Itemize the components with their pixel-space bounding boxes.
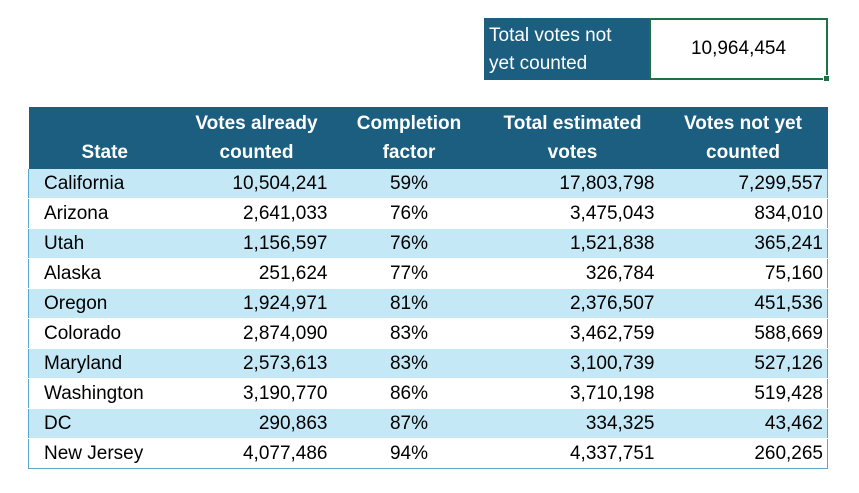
cell-remaining[interactable]: 365,241 [658,228,828,259]
cell-completion[interactable]: 76% [331,198,487,229]
cell-completion[interactable]: 86% [331,378,487,409]
cell-estimated[interactable]: 3,710,198 [486,378,659,409]
cell-completion[interactable]: 83% [331,348,487,379]
cell-estimated[interactable]: 17,803,798 [486,169,659,199]
cell-votes-counted[interactable]: 1,156,597 [181,228,332,259]
cell-votes-counted[interactable]: 10,504,241 [181,169,332,199]
table-row: Utah 1,156,597 76% 1,521,838 365,241 [28,228,828,259]
cell-state[interactable]: DC [28,408,182,439]
table-header-row: State Votes already counted Completion f… [28,107,828,169]
cell-remaining[interactable]: 75,160 [658,258,828,289]
cell-estimated[interactable]: 326,784 [486,258,659,289]
summary-value: 10,964,454 [690,38,787,59]
cell-state[interactable]: Colorado [28,318,182,349]
cell-completion[interactable]: 94% [331,438,487,469]
cell-state[interactable]: California [28,169,182,199]
header-state-label: State [81,142,128,163]
header-completion-line1: Completion [356,113,462,134]
cell-completion[interactable]: 81% [331,288,487,319]
cell-votes-counted[interactable]: 3,190,770 [181,378,332,409]
cell-remaining[interactable]: 7,299,557 [658,169,828,199]
header-completion-factor[interactable]: Completion factor [331,107,487,169]
cell-remaining[interactable]: 588,669 [658,318,828,349]
header-total-estimated[interactable]: Total estimated votes [486,107,659,169]
summary-value-cell[interactable]: 10,964,454 [649,18,830,82]
cell-votes-counted[interactable]: 2,874,090 [181,318,332,349]
header-remaining-line1: Votes not yet [684,113,802,134]
header-completion-line2: factor [382,142,436,163]
table-row: Oregon 1,924,971 81% 2,376,507 451,536 [28,288,828,319]
cell-remaining[interactable]: 527,126 [658,348,828,379]
summary-label-line2: yet counted [489,53,588,74]
summary-label-cell[interactable]: Total votes not yet counted [484,18,649,80]
cell-remaining[interactable]: 260,265 [658,438,828,469]
cell-estimated[interactable]: 3,462,759 [486,318,659,349]
cell-completion[interactable]: 59% [331,169,487,199]
table-row: Maryland 2,573,613 83% 3,100,739 527,126 [28,348,828,379]
table-row: Alaska 251,624 77% 326,784 75,160 [28,258,828,289]
cell-estimated[interactable]: 4,337,751 [486,438,659,469]
cell-completion[interactable]: 76% [331,228,487,259]
cell-completion[interactable]: 83% [331,318,487,349]
summary-label-line1: Total votes not [489,25,612,46]
cell-estimated[interactable]: 2,376,507 [486,288,659,319]
cell-estimated[interactable]: 3,100,739 [486,348,659,379]
cell-completion[interactable]: 77% [331,258,487,289]
table-row: New Jersey 4,077,486 94% 4,337,751 260,2… [28,438,828,469]
cell-remaining[interactable]: 834,010 [658,198,828,229]
header-votes-counted-line1: Votes already [195,113,318,134]
cell-state[interactable]: Arizona [28,198,182,229]
cell-estimated[interactable]: 3,475,043 [486,198,659,229]
cell-estimated[interactable]: 1,521,838 [486,228,659,259]
cell-state[interactable]: Alaska [28,258,182,289]
cell-completion[interactable]: 87% [331,408,487,439]
cell-state[interactable]: Maryland [28,348,182,379]
cell-state[interactable]: Washington [28,378,182,409]
header-votes-remaining[interactable]: Votes not yet counted [658,107,828,169]
cell-votes-counted[interactable]: 251,624 [181,258,332,289]
header-remaining-line2: counted [706,142,780,163]
cell-votes-counted[interactable]: 4,077,486 [181,438,332,469]
cell-votes-counted[interactable]: 1,924,971 [181,288,332,319]
cell-state[interactable]: Oregon [28,288,182,319]
votes-table: State Votes already counted Completion f… [28,107,828,469]
header-votes-counted[interactable]: Votes already counted [181,107,332,169]
header-state[interactable]: State [28,107,182,169]
header-votes-counted-line2: counted [219,142,294,163]
cell-estimated[interactable]: 334,325 [486,408,659,439]
table-row: California 10,504,241 59% 17,803,798 7,2… [28,169,828,199]
table-row: Colorado 2,874,090 83% 3,462,759 588,669 [28,318,828,349]
header-estimated-line2: votes [547,142,598,163]
cell-remaining[interactable]: 519,428 [658,378,828,409]
table-row: Washington 3,190,770 86% 3,710,198 519,4… [28,378,828,409]
table-row: DC 290,863 87% 334,325 43,462 [28,408,828,439]
summary-block: Total votes not yet counted 10,964,454 [484,18,830,82]
cell-remaining[interactable]: 451,536 [658,288,828,319]
table-row: Arizona 2,641,033 76% 3,475,043 834,010 [28,198,828,229]
cell-state[interactable]: New Jersey [28,438,182,469]
cell-state[interactable]: Utah [28,228,182,259]
cell-votes-counted[interactable]: 2,641,033 [181,198,332,229]
cell-votes-counted[interactable]: 2,573,613 [181,348,332,379]
cell-votes-counted[interactable]: 290,863 [181,408,332,439]
fill-handle[interactable] [823,75,830,82]
header-estimated-line1: Total estimated [503,113,642,134]
cell-remaining[interactable]: 43,462 [658,408,828,439]
